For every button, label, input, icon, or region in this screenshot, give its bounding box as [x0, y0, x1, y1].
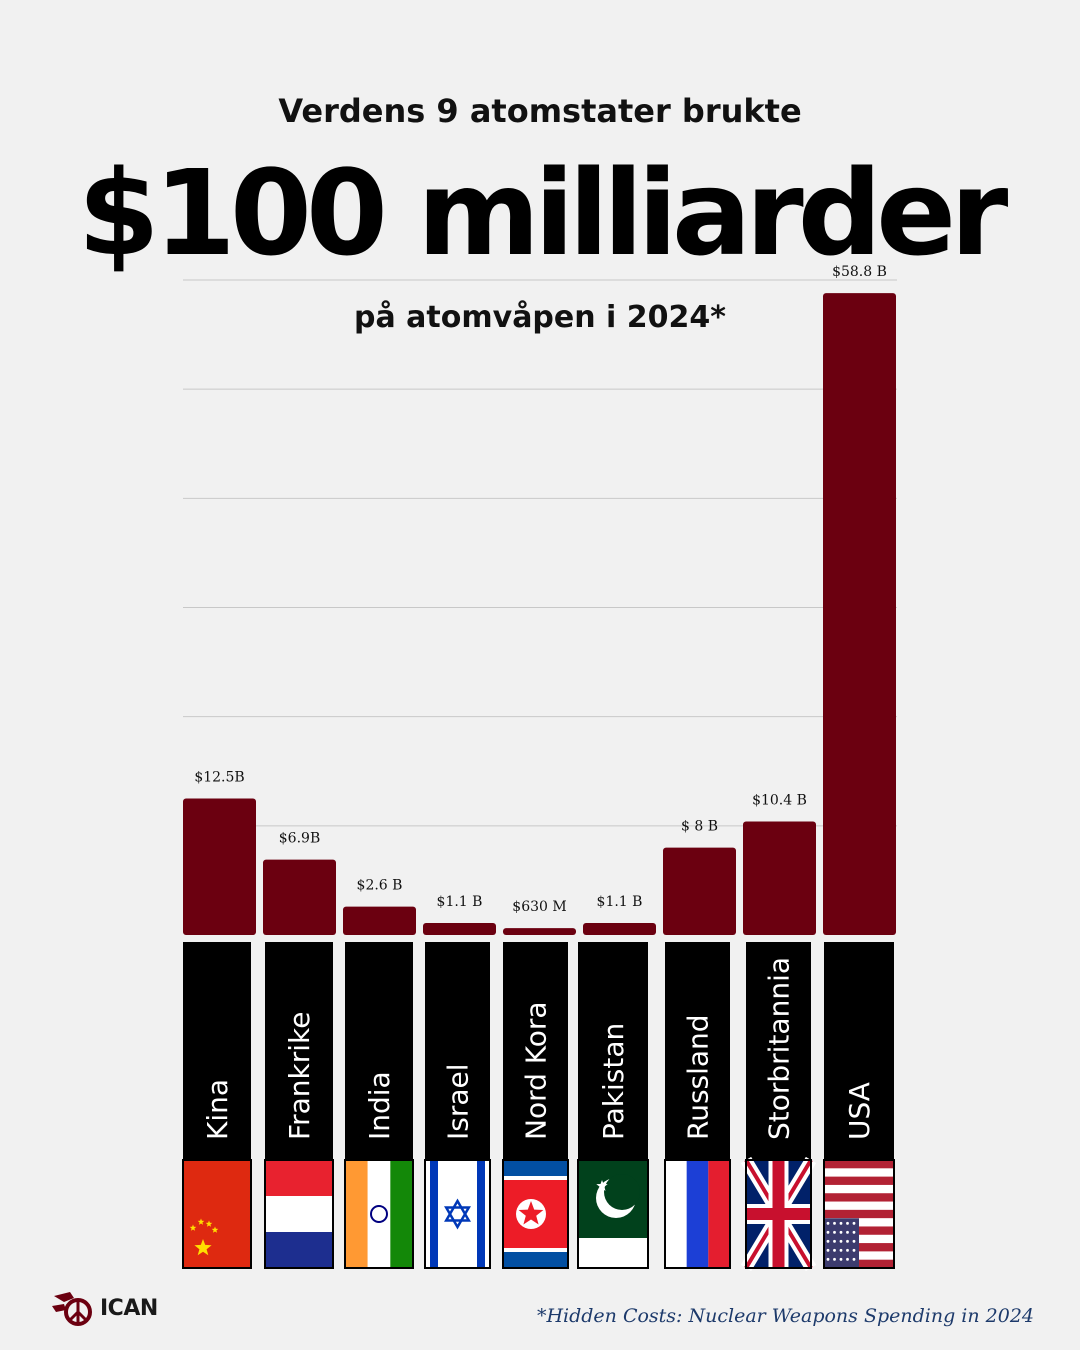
- name-box: [503, 942, 568, 1160]
- israel-flag-icon: [424, 1159, 491, 1269]
- country-label: Nord Kora: [520, 1001, 553, 1140]
- bar: [663, 847, 736, 935]
- india-flag-icon: [344, 1159, 414, 1269]
- bar: [183, 798, 256, 935]
- data-label: $2.6 B: [357, 878, 403, 894]
- flag-border: [264, 1159, 334, 1269]
- data-label: $630 M: [512, 899, 566, 915]
- country-label: Kina: [201, 1079, 234, 1140]
- country-label: Pakistan: [597, 1023, 630, 1140]
- bar: [423, 922, 496, 935]
- pakistan-flag-icon: [577, 1159, 649, 1269]
- flag-border: [502, 1159, 569, 1269]
- name-box: [425, 942, 490, 1160]
- subtitle: på atomvåpen i 2024*: [354, 300, 726, 335]
- north-korea-flag-icon: [502, 1159, 569, 1269]
- data-label: $12.5B: [194, 770, 244, 786]
- star: [205, 1220, 213, 1227]
- page-title: $100 milliarder: [77, 144, 1009, 282]
- name-box: [746, 942, 811, 1160]
- star: [211, 1226, 219, 1233]
- uk-flag-icon: [740, 1156, 817, 1272]
- bar: [823, 293, 896, 936]
- russia-flag-icon: [664, 1159, 731, 1269]
- star: [518, 1201, 544, 1225]
- france-flag-icon: [264, 1159, 334, 1269]
- bar: [343, 906, 416, 935]
- name-labels: Kina Frankrike India Israel Nord Kora Pakista…: [183, 942, 894, 1160]
- flag-border: [424, 1159, 491, 1269]
- bar: [743, 821, 816, 935]
- country-label: Frankrike: [283, 1012, 316, 1140]
- title-top: Verdens 9 atomstater brukte: [278, 92, 802, 130]
- flag-border: [664, 1159, 731, 1269]
- name-box: [665, 942, 730, 1160]
- flags: [182, 1156, 895, 1272]
- star: [189, 1224, 197, 1231]
- flag-border: [182, 1159, 252, 1269]
- name-box: [578, 942, 648, 1160]
- data-label: $58.8 B: [832, 264, 887, 280]
- country-label: Israel: [442, 1063, 475, 1140]
- flag-border: [745, 1159, 812, 1269]
- bars: $12.5B $6.9B $2.6 B $1.1 B $630 M $1.1 B $ 8 B…: [183, 264, 896, 936]
- china-flag-icon: [182, 1159, 252, 1269]
- flag-border: [823, 1159, 895, 1269]
- flag-border: [344, 1159, 414, 1269]
- data-label: $ 8 B: [681, 819, 718, 835]
- grid-lines: [183, 279, 897, 827]
- country-label: Russland: [682, 1014, 715, 1140]
- star: [194, 1239, 212, 1256]
- bar: [583, 922, 656, 935]
- name-box: [183, 942, 251, 1160]
- star: [197, 1218, 205, 1225]
- name-box: [265, 942, 333, 1160]
- country-label: Storbritannia: [763, 957, 796, 1140]
- data-label: $10.4 B: [752, 792, 807, 808]
- bar: [263, 859, 336, 935]
- logo-text: ICAN: [100, 1295, 158, 1321]
- data-label: $1.1 B: [597, 894, 643, 910]
- bar: [503, 928, 576, 935]
- country-label: USA: [843, 1082, 876, 1140]
- data-label: $6.9B: [279, 831, 320, 847]
- ican-logo-icon: [52, 1292, 92, 1326]
- name-box: [824, 942, 894, 1160]
- usa-flag-icon: [823, 1159, 895, 1269]
- data-label: $1.1 B: [437, 894, 483, 910]
- star: [596, 1180, 608, 1191]
- ican-logo: ICAN: [50, 1288, 158, 1328]
- country-label: India: [363, 1071, 396, 1140]
- name-box: [345, 942, 413, 1160]
- flag-border: [577, 1159, 649, 1269]
- source-note: *Hidden Costs: Nuclear Weapons Spending …: [536, 1305, 1034, 1327]
